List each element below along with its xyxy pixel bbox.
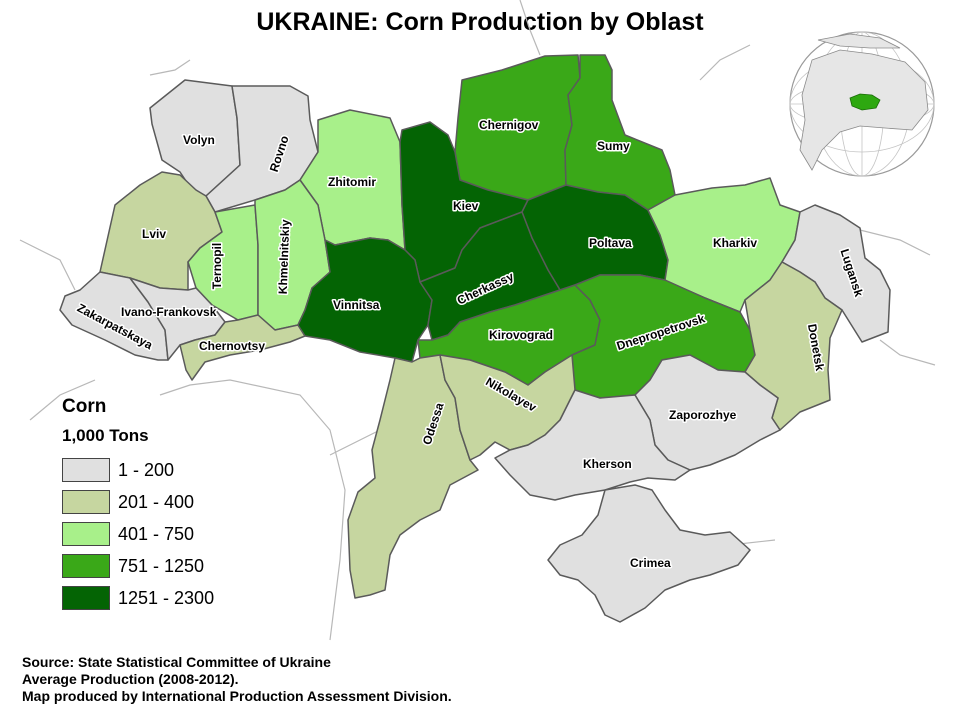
label-kharkiv: Kharkiv xyxy=(713,236,757,250)
label-zaporozhye: Zaporozhye xyxy=(669,408,737,422)
legend: Corn 1,000 Tons 1 - 200 201 - 400 401 - … xyxy=(62,396,214,614)
legend-label: 201 - 400 xyxy=(118,491,195,512)
oblast-sumy[interactable] xyxy=(564,54,676,211)
legend-title: Corn xyxy=(62,396,107,417)
label-chernigov: Chernigov xyxy=(479,118,539,132)
legend-label: 751 - 1250 xyxy=(118,555,205,576)
source-line: Source: State Statistical Committee of U… xyxy=(22,654,331,670)
legend-label: 401 - 750 xyxy=(118,523,195,544)
label-kiev: Kiev xyxy=(453,199,479,213)
legend-item: 1251 - 2300 xyxy=(62,582,214,614)
legend-swatch xyxy=(62,522,110,546)
label-poltava: Poltava xyxy=(589,236,632,250)
label-khmelnitskiy: Khmelnitskiy xyxy=(276,219,293,294)
label-zhitomir: Zhitomir xyxy=(328,175,376,189)
legend-label: 1 - 200 xyxy=(118,459,175,480)
label-kherson: Kherson xyxy=(583,457,632,471)
label-ternopil: Ternopil xyxy=(210,243,224,289)
label-vinnitsa: Vinnitsa xyxy=(333,298,380,312)
source-line: Average Production (2008-2012). xyxy=(22,671,239,687)
label-lviv: Lviv xyxy=(142,227,166,241)
legend-item: 751 - 1250 xyxy=(62,550,214,582)
label-kirovograd: Kirovograd xyxy=(489,328,553,342)
globe-ukraine-highlight xyxy=(849,93,881,111)
label-ivano-frankovsk: Ivano-Frankovsk xyxy=(121,305,217,319)
legend-label: 1251 - 2300 xyxy=(118,587,215,608)
label-volyn: Volyn xyxy=(183,133,215,147)
legend-unit: 1,000 Tons xyxy=(62,426,149,445)
label-chernovtsy: Chernovtsy xyxy=(199,339,265,353)
legend-swatch xyxy=(62,554,110,578)
oblast-crimea[interactable] xyxy=(547,484,751,623)
source-note: Source: State Statistical Committee of U… xyxy=(22,654,452,705)
legend-swatch xyxy=(62,586,110,610)
label-sumy: Sumy xyxy=(597,139,630,153)
source-line: Map produced by International Production… xyxy=(22,688,452,704)
globe-inset xyxy=(789,31,935,177)
legend-swatch xyxy=(62,458,110,482)
oblast-vinnitsa[interactable] xyxy=(297,237,433,363)
legend-swatch xyxy=(62,490,110,514)
legend-item: 401 - 750 xyxy=(62,518,214,550)
label-crimea: Crimea xyxy=(630,556,671,570)
map-title: UKRAINE: Corn Production by Oblast xyxy=(256,8,704,36)
legend-item: 1 - 200 xyxy=(62,454,214,486)
oblast-shapes xyxy=(59,54,891,623)
legend-item: 201 - 400 xyxy=(62,486,214,518)
